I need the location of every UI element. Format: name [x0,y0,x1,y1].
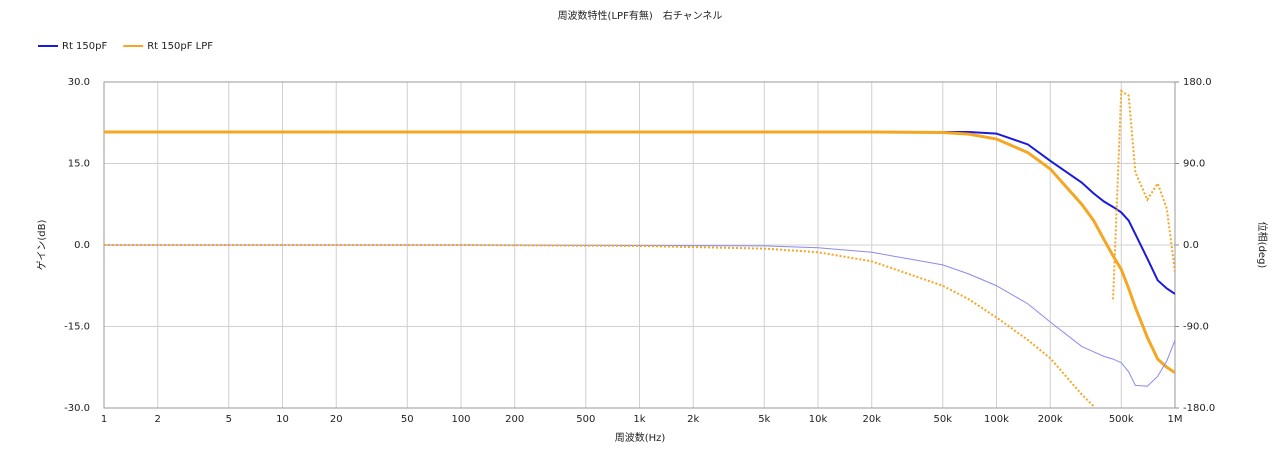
y-tick-label: 15.0 [68,159,90,170]
x-tick-label: 10 [276,414,289,425]
x-tick-label: 2k [687,414,699,425]
series-line [104,244,1175,387]
series-line [104,89,1175,407]
x-tick-label: 50k [934,414,953,425]
series-line [104,130,1175,374]
legend-label: Rt 150pF LPF [147,41,213,52]
y-tick-label: 30.0 [68,77,90,88]
x-tick-label: 500k [1109,414,1134,425]
y-tick-label: 0.0 [74,240,90,251]
y-tick-label: -15.0 [64,322,90,333]
chart-title: 周波数特性(LPF有無) 右チャンネル [558,9,723,22]
x-tick-label: 500 [576,414,595,425]
x-tick-label: 10k [809,414,828,425]
y2-tick-label: 90.0 [1183,159,1205,170]
y2-tick-label: -180.0 [1183,403,1215,414]
legend-label: Rt 150pF [62,41,107,52]
x-tick-label: 5 [226,414,232,425]
x-tick-label: 1M [1168,414,1183,425]
x-tick-label: 5k [758,414,770,425]
y-tick-label: -30.0 [64,403,90,414]
x-tick-label: 100k [984,414,1009,425]
x-tick-label: 200k [1038,414,1063,425]
x-axis-label: 周波数(Hz) [615,431,666,444]
x-tick-label: 100 [451,414,470,425]
y2-tick-label: -90.0 [1183,322,1209,333]
y2-axis-label: 位相(deg) [1256,222,1269,269]
x-tick-label: 2 [155,414,161,425]
y-axis-label: ゲイン(dB) [36,219,48,270]
x-tick-label: 1 [101,414,107,425]
x-tick-label: 20k [862,414,881,425]
x-tick-label: 1k [633,414,645,425]
y2-tick-label: 0.0 [1183,240,1199,251]
x-tick-label: 50 [401,414,414,425]
y2-tick-label: 180.0 [1183,77,1212,88]
x-tick-label: 200 [505,414,524,425]
x-tick-label: 20 [330,414,343,425]
